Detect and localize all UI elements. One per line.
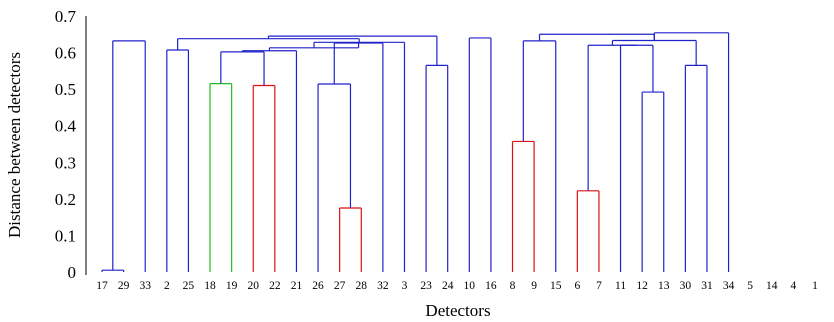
dendrogram-branches xyxy=(101,32,730,272)
y-tick-label: 0.6 xyxy=(55,44,76,63)
x-tick-label: 32 xyxy=(377,280,389,292)
x-tick-label: 13 xyxy=(658,280,670,292)
y-tick-label: 0.2 xyxy=(55,190,76,209)
y-tick-label: 0.4 xyxy=(55,117,77,136)
x-tick-label: 17 xyxy=(96,280,108,292)
x-tick-label: 29 xyxy=(118,280,130,292)
x-tick-label: 26 xyxy=(312,280,324,292)
x-tick-label: 10 xyxy=(464,280,476,292)
x-tick-label: 18 xyxy=(204,280,216,292)
x-tick-label: 2 xyxy=(164,280,170,292)
y-tick-label: 0.3 xyxy=(55,153,76,172)
x-axis-label: Detectors xyxy=(425,301,490,320)
x-tick-label: 27 xyxy=(334,280,346,292)
y-axis-label: Distance between detectors xyxy=(5,52,24,238)
x-tick-label: 19 xyxy=(226,280,238,292)
x-tick-label: 23 xyxy=(420,280,432,292)
x-tick-label: 30 xyxy=(680,280,692,292)
x-tick-label: 34 xyxy=(723,280,735,292)
y-tick-labels: 0 0.1 0.2 0.3 0.4 0.5 0.6 0.7 xyxy=(55,7,77,282)
x-tick-label: 21 xyxy=(291,280,303,292)
x-tick-label: 24 xyxy=(442,280,454,292)
x-tick-label: 1 xyxy=(812,280,818,292)
x-tick-label: 28 xyxy=(356,280,368,292)
x-tick-label: 3 xyxy=(402,280,408,292)
x-tick-label: 33 xyxy=(139,280,151,292)
x-tick-label: 12 xyxy=(636,280,648,292)
x-tick-label: 20 xyxy=(247,280,259,292)
y-tick-label: 0.7 xyxy=(55,7,77,26)
x-tick-labels: 17 29 33 2 25 18 19 20 22 21 26 27 28 32 3 23 24 10 16 8 9 15… xyxy=(96,280,818,292)
x-tick-label: 25 xyxy=(183,280,195,292)
x-tick-label: 9 xyxy=(531,280,537,292)
x-tick-label: 22 xyxy=(269,280,281,292)
x-tick-label: 31 xyxy=(701,280,713,292)
y-tick-label: 0 xyxy=(68,263,77,282)
x-tick-label: 6 xyxy=(574,280,580,292)
x-tick-label: 16 xyxy=(485,280,497,292)
x-tick-label: 15 xyxy=(550,280,562,292)
y-tick-label: 0.1 xyxy=(55,226,76,245)
x-tick-label: 11 xyxy=(615,280,626,292)
y-tick-label: 0.5 xyxy=(55,80,76,99)
x-tick-label: 5 xyxy=(747,280,753,292)
x-tick-label: 7 xyxy=(596,280,602,292)
x-tick-label: 14 xyxy=(766,280,778,292)
x-tick-label: 4 xyxy=(791,280,797,292)
x-tick-label: 8 xyxy=(510,280,516,292)
